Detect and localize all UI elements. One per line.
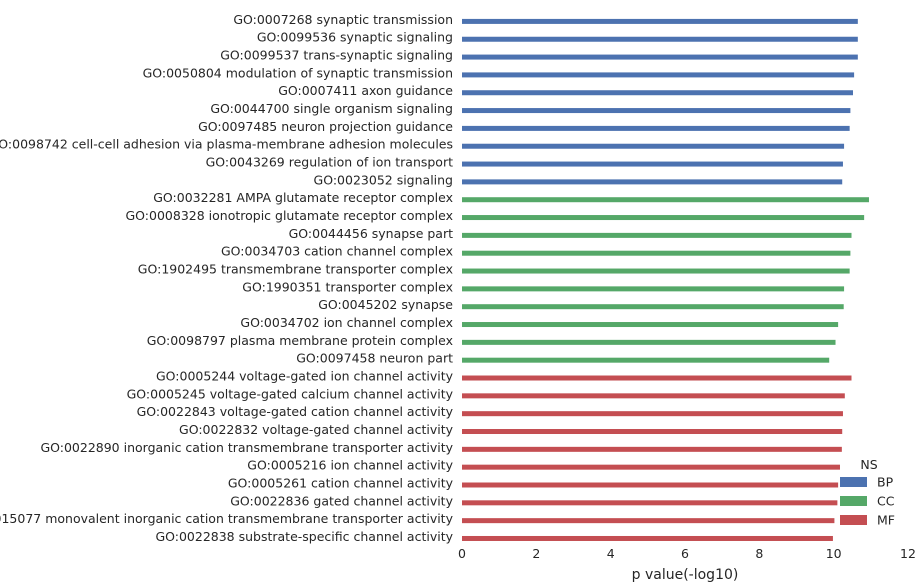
bar [462, 90, 853, 96]
category-label: GO:0043269 regulation of ion transport [206, 155, 454, 170]
x-axis-title: p value(-log10) [632, 567, 739, 583]
category-label: GO:0044456 synapse part [289, 226, 453, 241]
legend-title: NS [860, 457, 877, 472]
bar [462, 464, 840, 470]
x-tick-label: 10 [826, 546, 842, 561]
legend-label: BP [877, 475, 894, 490]
bar [462, 286, 845, 292]
category-label: GO:0005261 cation channel activity [228, 475, 454, 490]
bar [462, 304, 844, 310]
category-label: GO:0050804 modulation of synaptic transm… [143, 65, 453, 80]
bar [462, 125, 850, 131]
bar [462, 215, 865, 221]
category-label: GO:0032281 AMPA glutamate receptor compl… [153, 190, 453, 205]
bar [462, 179, 843, 185]
bar [462, 482, 839, 488]
bars [462, 18, 869, 541]
category-label: GO:0015077 monovalent inorganic cation t… [0, 511, 454, 526]
x-tick-label: 12 [900, 546, 916, 561]
category-label: GO:0034703 cation channel complex [221, 244, 453, 259]
category-label: GO:0098742 cell-cell adhesion via plasma… [0, 137, 453, 152]
x-tick-label: 2 [532, 546, 540, 561]
category-label: GO:0005216 ion channel activity [247, 458, 453, 473]
category-label: GO:0044700 single organism signaling [210, 101, 453, 116]
category-label: GO:0008328 ionotropic glutamate receptor… [126, 208, 454, 223]
bar [462, 18, 858, 24]
bar [462, 161, 843, 167]
bar [462, 72, 855, 78]
category-label: GO:0045202 synapse [318, 297, 453, 312]
category-label: GO:0099536 synaptic signaling [257, 30, 453, 45]
category-label: GO:1990351 transporter complex [242, 279, 453, 294]
category-label: GO:0022836 gated channel activity [230, 493, 453, 508]
legend: NS BP CC MF [840, 457, 895, 528]
category-label: GO:1902495 transmembrane transporter com… [138, 262, 453, 277]
category-label: GO:0022890 inorganic cation transmembran… [40, 440, 453, 455]
category-label: GO:0097458 neuron part [296, 351, 453, 366]
category-label: GO:0022832 voltage-gated channel activit… [179, 422, 454, 437]
category-labels: GO:0007268 synaptic transmission GO:00995… [0, 12, 454, 544]
x-tick-labels: 0 2 4 6 8 10 12 [458, 546, 916, 561]
bar [462, 268, 850, 274]
legend-swatch [840, 477, 867, 487]
bar [462, 429, 843, 435]
bar [462, 393, 845, 399]
bar [462, 108, 851, 114]
bar [462, 143, 845, 149]
bar [462, 339, 836, 345]
category-label: GO:0022843 voltage-gated cation channel … [137, 404, 454, 419]
category-label: GO:0098797 plasma membrane protein compl… [147, 333, 453, 348]
bar [462, 197, 869, 203]
bar [462, 250, 851, 256]
bar [462, 518, 835, 524]
legend-swatch [840, 515, 867, 525]
legend-swatch [840, 496, 867, 506]
bar [462, 375, 852, 381]
category-label: GO:0005244 voltage-gated ion channel act… [156, 369, 454, 384]
x-tick-label: 4 [607, 546, 615, 561]
bar [462, 535, 833, 541]
category-label: GO:0005245 voltage-gated calcium channel… [127, 386, 454, 401]
category-label: GO:0097485 neuron projection guidance [198, 119, 453, 134]
category-label: GO:0007268 synaptic transmission [233, 12, 453, 27]
legend-label: MF [877, 513, 895, 528]
bar [462, 54, 858, 60]
x-tick-label: 0 [458, 546, 466, 561]
category-label: GO:0099537 trans-synaptic signaling [220, 48, 453, 63]
x-tick-label: 8 [755, 546, 763, 561]
category-label: GO:0023052 signaling [314, 172, 453, 187]
category-label: GO:0007411 axon guidance [278, 83, 453, 98]
bar [462, 36, 858, 42]
legend-label: CC [877, 494, 895, 509]
x-tick-label: 6 [681, 546, 689, 561]
bar [462, 232, 852, 238]
bar [462, 357, 830, 363]
category-label: GO:0022838 substrate-specific channel ac… [155, 529, 453, 544]
category-label: GO:0034702 ion channel complex [240, 315, 453, 330]
bar [462, 500, 838, 506]
bar [462, 322, 839, 328]
bar [462, 446, 842, 452]
bar [462, 411, 843, 417]
